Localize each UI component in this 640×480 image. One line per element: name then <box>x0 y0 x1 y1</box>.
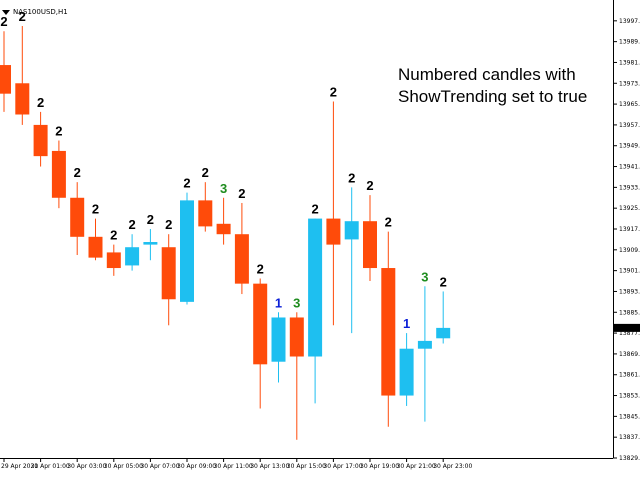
bull-candle-body <box>308 218 323 357</box>
candle-number: 2 <box>110 228 117 243</box>
time-tick-label: 30 Apr 03:00 <box>67 463 106 470</box>
price-tick-label: 13869.0 <box>619 351 640 358</box>
time-tick-label: 30 Apr 21:00 <box>397 463 436 470</box>
time-tick-label: 29 Apr 2021 <box>1 463 38 470</box>
price-tick-label: 13949.0 <box>619 143 640 150</box>
candle-number: 2 <box>55 124 62 139</box>
price-tick-label: 13973.0 <box>619 80 640 87</box>
candle-number: 3 <box>293 295 300 310</box>
time-tick-label: 30 Apr 05:00 <box>104 463 143 470</box>
candle-number: 2 <box>37 95 44 110</box>
candle-number: 2 <box>128 217 135 232</box>
time-tick-label: 30 Apr 19:00 <box>360 463 399 470</box>
candle-number: 2 <box>257 261 264 276</box>
bear-candle-body <box>234 234 249 284</box>
current-price-label: 13879.0 <box>616 325 640 332</box>
candle-number: 3 <box>421 269 428 284</box>
current-price-box <box>614 323 640 332</box>
bear-candle-body <box>106 252 121 269</box>
bear-candle-body <box>161 247 176 300</box>
time-tick-label: 30 Apr 13:00 <box>250 463 289 470</box>
dropdown-triangle-icon[interactable] <box>2 9 10 15</box>
price-tick-label: 13933.0 <box>619 184 640 191</box>
candle-number: 2 <box>165 217 172 232</box>
price-tick-label: 13893.0 <box>619 288 640 295</box>
time-tick-label: 30 Apr 07:00 <box>140 463 179 470</box>
candle-number: 2 <box>147 212 154 227</box>
price-tick-label: 13965.0 <box>619 101 640 108</box>
price-tick-label: 13845.0 <box>619 413 640 420</box>
candle-number: 2 <box>366 178 373 193</box>
bear-candle-body <box>326 218 341 245</box>
price-tick-label: 13997.0 <box>619 18 640 25</box>
price-tick-label: 13981.0 <box>619 59 640 66</box>
price-axis: 13997.0 13989.0 13981.0 13973.0 13965.0 13957… <box>613 18 640 462</box>
price-tick-label: 13989.0 <box>619 39 640 46</box>
time-tick-label: 30 Apr 17:00 <box>323 463 362 470</box>
price-tick-label: 13901.0 <box>619 268 640 275</box>
bear-candle-body <box>51 150 66 198</box>
price-tick-label: 13941.0 <box>619 164 640 171</box>
candle-number: 2 <box>440 274 447 289</box>
candle-number: 2 <box>19 9 26 24</box>
candle-number: 1 <box>403 316 410 331</box>
bear-candle-body <box>15 83 30 115</box>
candle-number: 2 <box>238 186 245 201</box>
bull-candle-body <box>399 348 414 396</box>
bear-candle-body <box>253 283 268 365</box>
candle-number: 3 <box>220 181 227 196</box>
bull-candle-body <box>271 317 286 362</box>
candle-number: 2 <box>74 165 81 180</box>
bull-candle-body <box>344 221 359 240</box>
bear-candle-body <box>198 200 213 227</box>
candle-number: 2 <box>202 165 209 180</box>
time-tick-label: 30 Apr 11:00 <box>214 463 253 470</box>
bear-candle-body <box>289 317 304 357</box>
bear-candle-body <box>0 65 11 94</box>
time-tick-label: 30 Apr 01:00 <box>31 463 70 470</box>
bull-candle-body <box>417 340 432 349</box>
time-tick-label: 30 Apr 15:00 <box>287 463 326 470</box>
candle-number: 1 <box>275 295 282 310</box>
bear-candle-body <box>381 268 396 396</box>
price-tick-label: 13885.0 <box>619 309 640 316</box>
bear-candle-body <box>70 197 85 237</box>
candle-number: 2 <box>92 202 99 217</box>
time-tick-label: 30 Apr 23:00 <box>433 463 472 470</box>
chart-title-bar[interactable]: NAS100USD,H1 <box>0 5 68 19</box>
price-tick-label: 13925.0 <box>619 205 640 212</box>
candle-number: 2 <box>311 202 318 217</box>
candle-number: 2 <box>385 215 392 230</box>
symbol-label: NAS100USD,H1 <box>13 8 68 16</box>
bull-candle-body <box>125 247 140 266</box>
price-tick-label: 13957.0 <box>619 122 640 129</box>
bull-candle-body <box>180 200 194 302</box>
bear-candle-body <box>88 236 103 258</box>
time-tick-label: 30 Apr 09:00 <box>177 463 216 470</box>
candle-number: 2 <box>0 14 7 29</box>
bull-candle-body <box>143 242 158 245</box>
price-tick-label: 13837.0 <box>619 434 640 441</box>
bear-candle-body <box>363 221 377 269</box>
price-tick-label: 13917.0 <box>619 226 640 233</box>
bear-candle-body <box>216 223 231 235</box>
price-tick-label: 13909.0 <box>619 247 640 254</box>
bull-candle-body <box>436 327 451 339</box>
candle-number: 2 <box>330 84 337 99</box>
price-tick-label: 13829.0 <box>619 455 640 462</box>
bear-candle-body <box>33 124 48 157</box>
price-tick-label: 13877.0 <box>619 330 640 337</box>
candle-number: 2 <box>183 176 190 191</box>
annotation-text: Numbered candles with ShowTrending set t… <box>398 65 588 106</box>
candles-group <box>0 26 451 440</box>
price-tick-label: 13861.0 <box>619 372 640 379</box>
price-tick-label: 13853.0 <box>619 393 640 400</box>
candle-number: 2 <box>348 170 355 185</box>
